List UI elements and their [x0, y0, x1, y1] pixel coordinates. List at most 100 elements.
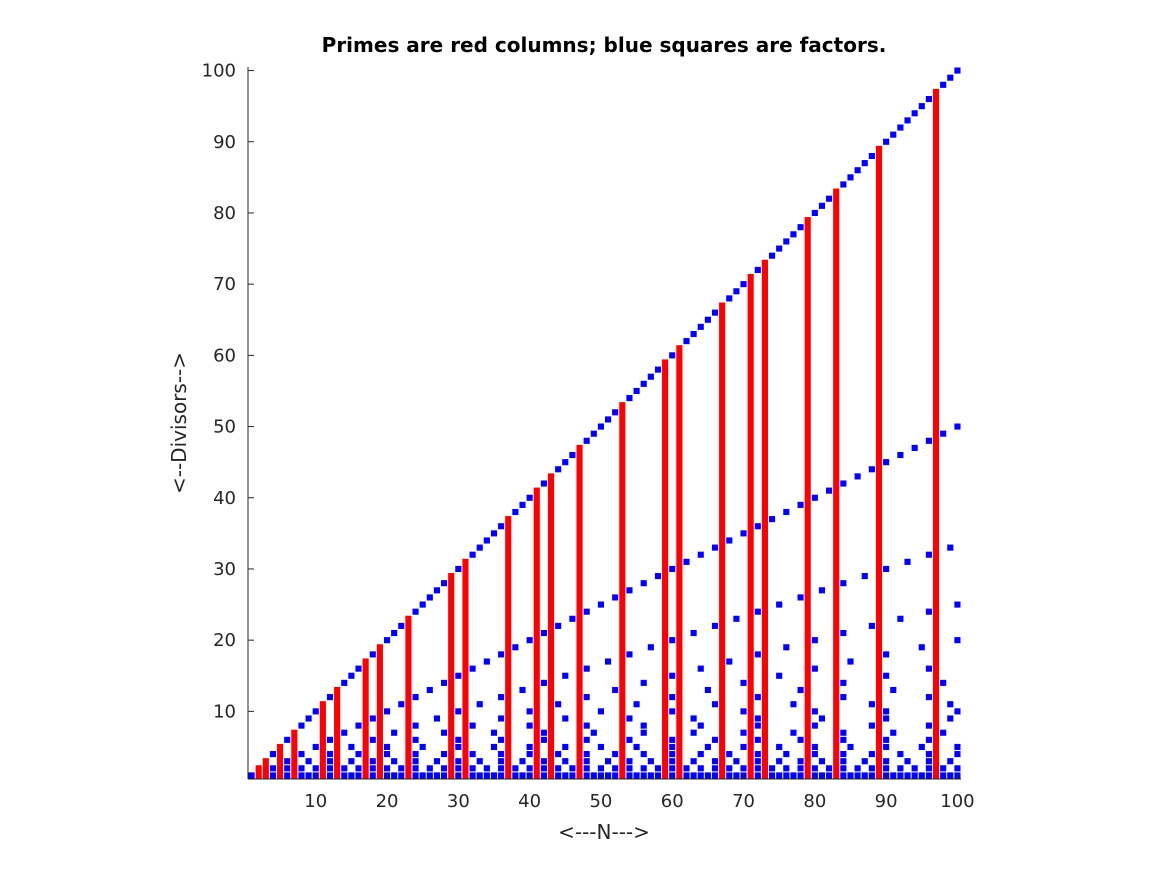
factor-square — [683, 765, 690, 772]
factor-square — [840, 736, 847, 743]
factor-square — [562, 672, 569, 679]
factor-square — [412, 608, 419, 615]
factor-square — [904, 558, 911, 565]
factor-square — [640, 772, 647, 779]
factor-square — [355, 772, 362, 779]
prime-column — [547, 473, 555, 779]
factor-square — [640, 765, 647, 772]
factor-square — [733, 615, 740, 622]
factor-square — [519, 686, 526, 694]
factor-square — [754, 608, 761, 615]
factor-square — [562, 772, 569, 779]
factor-square — [326, 772, 334, 779]
x-tick-label: 100 — [940, 791, 974, 812]
factor-square — [669, 352, 676, 359]
factor-square — [711, 701, 719, 708]
factor-square — [754, 523, 761, 530]
factor-square — [918, 772, 925, 779]
factor-square — [797, 224, 804, 231]
factor-square — [326, 758, 334, 765]
factor-square — [412, 772, 419, 779]
factor-square — [612, 772, 619, 779]
factor-square — [348, 772, 355, 779]
factor-square — [612, 409, 619, 416]
factor-square — [355, 722, 362, 729]
factor-square — [754, 266, 761, 273]
factor-square — [940, 430, 947, 437]
prime-column — [676, 345, 683, 779]
factor-square — [754, 715, 761, 722]
factor-square — [341, 679, 348, 686]
factor-square — [426, 594, 433, 601]
x-tick-label: 50 — [589, 791, 612, 812]
factor-square — [711, 622, 719, 629]
factor-square — [583, 751, 590, 758]
factor-square — [697, 323, 704, 330]
factor-square — [640, 380, 647, 387]
factor-square — [726, 751, 733, 758]
factor-square — [669, 565, 676, 573]
factor-square — [861, 758, 868, 765]
factor-square — [562, 743, 569, 751]
factor-square — [312, 708, 319, 715]
prime-column — [362, 658, 369, 779]
factor-square — [954, 751, 961, 758]
factor-square — [847, 743, 854, 751]
factor-square — [284, 765, 291, 772]
factor-square — [954, 423, 961, 430]
factor-square — [312, 765, 319, 772]
factor-square — [412, 736, 419, 743]
factor-square — [754, 651, 761, 658]
factor-square — [555, 701, 562, 708]
factor-square — [383, 765, 391, 772]
factor-square — [398, 772, 405, 779]
x-tick-label: 20 — [376, 791, 399, 812]
factor-square — [633, 701, 640, 708]
factor-square — [583, 437, 590, 444]
factor-square — [840, 751, 847, 758]
factor-square — [897, 615, 904, 622]
factor-square — [369, 715, 376, 722]
factor-square — [726, 295, 733, 302]
factor-square — [925, 551, 932, 558]
factor-square — [711, 758, 719, 765]
factor-square — [925, 665, 932, 672]
factor-square — [519, 758, 526, 765]
factor-square — [640, 679, 647, 686]
y-tick-label: 50 — [213, 417, 236, 438]
factor-square — [391, 729, 398, 736]
factor-square — [868, 772, 875, 779]
factor-square — [369, 758, 376, 765]
factor-square — [890, 686, 897, 694]
factor-square — [783, 772, 790, 779]
factor-square — [847, 174, 854, 181]
factor-square — [669, 758, 676, 765]
factor-square — [455, 708, 462, 715]
prime-column — [932, 88, 940, 779]
factor-square — [269, 765, 277, 772]
x-tick-label: 40 — [518, 791, 541, 812]
factor-square — [555, 765, 562, 772]
factor-square — [383, 751, 391, 758]
factor-square — [326, 765, 334, 772]
factor-square — [954, 708, 961, 715]
factor-square — [911, 110, 918, 117]
factor-square — [469, 665, 476, 672]
factor-square — [697, 751, 704, 758]
factor-square — [883, 743, 890, 751]
factor-square — [469, 722, 476, 729]
chart-title: Primes are red columns; blue squares are… — [322, 33, 887, 57]
factor-square — [868, 466, 875, 473]
factor-square — [640, 580, 647, 587]
factor-square — [797, 765, 804, 772]
factor-square — [811, 665, 818, 672]
y-tick-label: 80 — [213, 203, 236, 224]
factor-square — [854, 765, 861, 772]
factor-square — [269, 751, 277, 758]
factor-square — [925, 694, 932, 701]
factor-square — [519, 501, 526, 508]
prime-column — [291, 729, 298, 779]
factor-square — [597, 601, 605, 608]
factor-square — [540, 765, 547, 772]
factor-square — [526, 765, 533, 772]
